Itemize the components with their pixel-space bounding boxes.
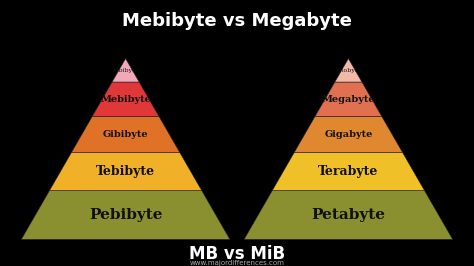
Text: Kilobyte: Kilobyte <box>336 68 361 73</box>
Polygon shape <box>92 82 159 117</box>
Text: Pebibyte: Pebibyte <box>89 208 163 222</box>
Polygon shape <box>272 153 425 190</box>
Text: www.majordifferences.com: www.majordifferences.com <box>190 260 284 266</box>
Text: Terabyte: Terabyte <box>318 165 379 178</box>
Text: Gibibyte: Gibibyte <box>103 130 148 139</box>
Text: Kibibyte: Kibibyte <box>112 68 139 73</box>
Polygon shape <box>49 153 202 190</box>
Polygon shape <box>294 117 402 153</box>
Text: MB vs MiB: MB vs MiB <box>189 245 285 263</box>
Text: Mebibyte: Mebibyte <box>100 95 151 104</box>
Polygon shape <box>335 59 362 82</box>
Polygon shape <box>112 59 139 82</box>
Polygon shape <box>21 190 230 239</box>
Polygon shape <box>244 190 453 239</box>
Text: Tebibyte: Tebibyte <box>96 165 155 178</box>
Text: Megabyte: Megabyte <box>321 95 375 104</box>
Text: Petabyte: Petabyte <box>311 208 385 222</box>
Text: Mebibyte vs Megabyte: Mebibyte vs Megabyte <box>122 12 352 30</box>
Text: Gigabyte: Gigabyte <box>324 130 373 139</box>
Polygon shape <box>315 82 382 117</box>
Polygon shape <box>72 117 180 153</box>
